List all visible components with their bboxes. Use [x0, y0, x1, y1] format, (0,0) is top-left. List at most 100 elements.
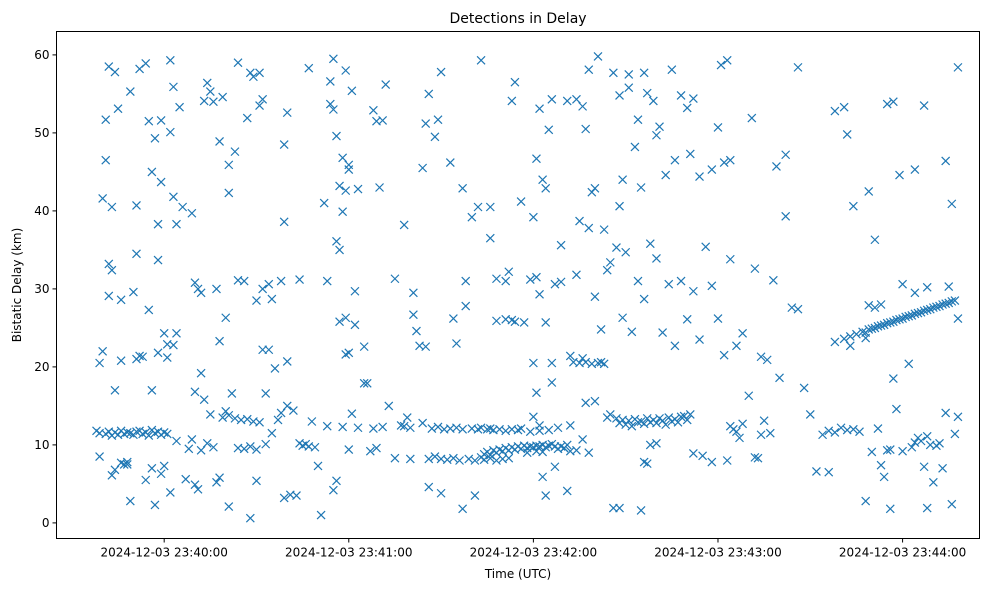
data-point	[153, 255, 163, 265]
data-point	[876, 300, 886, 309]
data-point	[412, 326, 421, 336]
data-point	[565, 351, 575, 361]
data-point	[332, 131, 341, 141]
data-point	[882, 99, 892, 109]
data-point	[904, 311, 914, 321]
data-point	[335, 317, 344, 327]
data-point	[913, 308, 923, 318]
data-point	[858, 327, 868, 337]
data-point	[652, 418, 661, 428]
data-point	[885, 445, 895, 455]
data-point	[879, 472, 889, 482]
data-point	[532, 272, 541, 282]
data-point	[378, 115, 388, 125]
data-point	[252, 296, 261, 306]
data-point	[799, 383, 809, 393]
data-point	[224, 502, 234, 511]
x-tick-label: 2024-12-03 23:42:00	[470, 546, 597, 560]
data-point	[335, 245, 344, 255]
data-point	[519, 318, 529, 327]
data-point	[430, 132, 440, 142]
data-point	[205, 87, 215, 96]
y-tick-label: 30	[34, 282, 49, 296]
data-point	[405, 454, 415, 464]
data-point	[181, 474, 191, 484]
data-point	[153, 219, 163, 229]
data-point	[384, 401, 394, 411]
data-point	[842, 130, 852, 139]
data-point	[150, 428, 160, 438]
data-point	[605, 257, 615, 267]
data-point	[332, 476, 341, 486]
data-point	[107, 470, 117, 480]
data-point	[615, 201, 624, 211]
data-point	[328, 105, 338, 114]
data-point	[368, 105, 378, 115]
data-point	[190, 480, 200, 490]
data-point	[224, 410, 234, 420]
data-point	[150, 133, 160, 143]
data-point	[421, 119, 431, 128]
data-point	[685, 410, 695, 419]
data-point	[504, 453, 514, 463]
data-point	[864, 300, 874, 310]
data-point	[510, 317, 520, 327]
data-point	[159, 328, 169, 338]
y-axis-label: Bistatic Delay (km)	[10, 228, 24, 343]
data-point	[559, 443, 569, 453]
data-point	[276, 408, 286, 418]
data-point	[147, 385, 157, 395]
data-point	[753, 453, 763, 463]
data-point	[602, 265, 612, 275]
data-point	[501, 426, 511, 436]
data-point	[688, 286, 698, 296]
data-point	[172, 328, 181, 338]
data-point	[424, 482, 434, 492]
data-point	[212, 477, 221, 487]
data-point	[461, 301, 471, 311]
data-point	[470, 456, 480, 465]
x-tick-label: 2024-12-03 23:44:00	[839, 546, 966, 560]
data-point	[565, 420, 575, 430]
data-point	[341, 66, 351, 75]
data-point	[424, 89, 434, 99]
data-point	[430, 452, 440, 462]
data-point	[107, 202, 117, 212]
chart-title: Detections in Delay	[449, 11, 586, 27]
data-point	[947, 296, 957, 306]
data-point	[187, 208, 197, 218]
data-point	[861, 333, 871, 343]
data-point	[227, 388, 237, 398]
data-point	[242, 113, 252, 123]
data-point	[408, 310, 418, 320]
data-point	[682, 415, 692, 425]
data-point	[492, 274, 501, 284]
data-point	[793, 62, 803, 72]
data-point	[168, 340, 178, 350]
data-point	[578, 101, 588, 111]
data-point	[885, 318, 895, 327]
data-point	[242, 414, 252, 424]
data-point	[645, 440, 655, 450]
data-point	[510, 77, 520, 87]
data-point	[532, 154, 541, 164]
data-point	[941, 408, 951, 418]
data-point	[596, 325, 606, 334]
data-point	[255, 68, 264, 78]
data-point	[390, 453, 400, 463]
data-point	[812, 466, 821, 476]
data-point	[556, 277, 566, 287]
data-point	[590, 396, 600, 406]
data-point	[744, 391, 754, 401]
y-tick-label: 0	[42, 516, 50, 530]
data-point	[436, 67, 446, 77]
data-point	[122, 427, 132, 437]
data-point	[938, 463, 948, 473]
data-point	[187, 435, 197, 444]
data-point	[547, 358, 557, 368]
data-point	[362, 378, 372, 388]
data-point	[168, 82, 178, 92]
data-point	[719, 158, 729, 167]
data-point	[98, 346, 108, 356]
data-point	[861, 496, 871, 506]
